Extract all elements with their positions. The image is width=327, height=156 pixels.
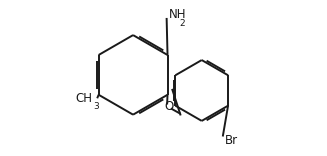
Text: 2: 2 (180, 19, 185, 28)
Text: Br: Br (225, 134, 238, 147)
Text: CH: CH (76, 92, 93, 105)
Text: O: O (164, 100, 174, 113)
Text: 3: 3 (93, 102, 99, 111)
Text: NH: NH (169, 8, 186, 21)
